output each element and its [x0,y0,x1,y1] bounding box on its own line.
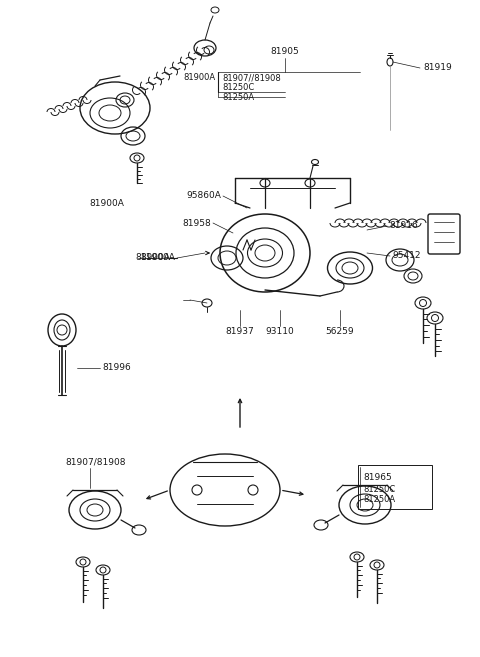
Text: 81907/81908: 81907/81908 [65,457,125,466]
Text: 95412: 95412 [392,252,420,260]
Text: 81250A: 81250A [363,495,395,505]
Text: 81907//81908: 81907//81908 [222,74,281,83]
Text: 81919: 81919 [423,64,452,72]
Text: 81250C: 81250C [222,83,254,93]
Text: 81996: 81996 [102,363,131,373]
Text: 81958: 81958 [182,219,211,227]
Text: 56259: 56259 [326,327,354,336]
Text: 81937: 81937 [226,327,254,336]
Text: 81900A: 81900A [140,254,175,263]
Text: 95860A: 95860A [186,191,221,200]
Text: 81965: 81965 [363,472,392,482]
Text: 81905: 81905 [271,47,300,57]
Text: —: — [145,253,155,263]
Text: 81250A: 81250A [222,93,254,101]
Text: 81916: 81916 [389,221,418,231]
Text: 81250C: 81250C [363,484,395,493]
Text: 93110: 93110 [265,327,294,336]
Text: 81900A: 81900A [135,254,170,263]
Text: 81900A: 81900A [183,74,215,83]
Text: 81900A: 81900A [90,198,124,208]
